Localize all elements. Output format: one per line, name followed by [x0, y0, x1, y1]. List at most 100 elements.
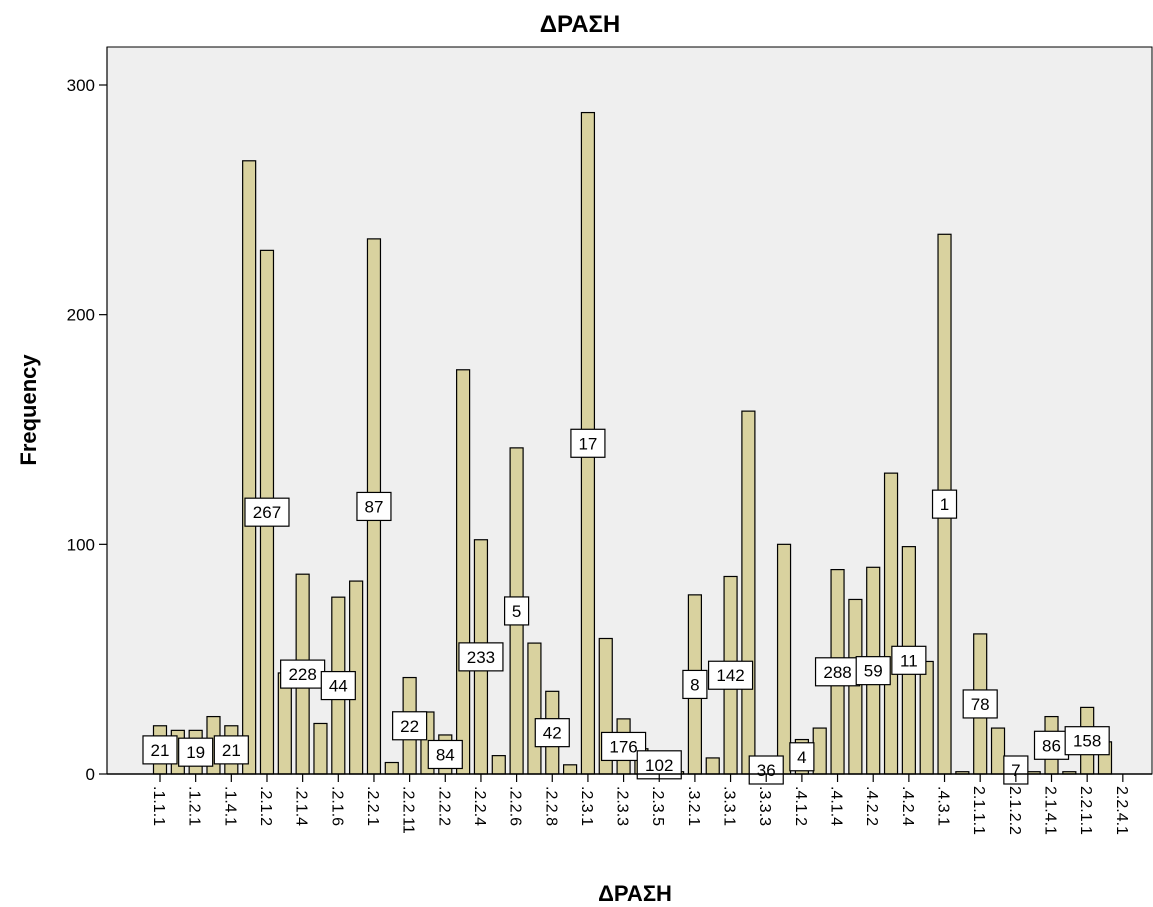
x-tick-label: 2.1.4.1: [1042, 786, 1059, 835]
data-label-box: [178, 737, 214, 767]
data-label: 1: [931, 489, 958, 519]
x-tick-label: .2.2.4: [471, 786, 488, 826]
data-label-box: [814, 657, 861, 687]
x-tick-label: .2.3.3: [614, 786, 631, 826]
data-label-box: [356, 491, 392, 522]
x-tick-label: .4.2.4: [899, 786, 916, 826]
bar: [562, 764, 578, 775]
bar: [776, 543, 792, 775]
data-label-text: 228: [288, 665, 316, 684]
data-label-box: [707, 660, 754, 690]
x-tick-label: .2.2.11: [400, 786, 417, 834]
data-label-text: 86: [1042, 736, 1061, 755]
bar: [990, 727, 1006, 775]
data-label-text: 158: [1073, 732, 1101, 751]
data-label-box: [931, 489, 958, 519]
data-label: 8: [682, 669, 708, 700]
data-label-text: 8: [690, 675, 699, 694]
data-label-box: [962, 689, 998, 719]
x-tick-label: 2.2.4.1: [1113, 786, 1130, 835]
data-label-box: [392, 711, 428, 741]
data-label-box: [891, 645, 927, 675]
x-tick-label: .2.1.6: [328, 786, 345, 826]
data-label-text: 11: [900, 651, 918, 670]
data-label-box: [855, 656, 891, 686]
data-label: 288: [814, 657, 861, 687]
data-label-text: 233: [467, 648, 495, 667]
data-label-text: 176: [609, 737, 637, 756]
data-label-box: [682, 669, 708, 700]
bar: [741, 410, 756, 775]
x-tick-label: 2.1.2.2: [1006, 786, 1023, 835]
data-label-text: 42: [543, 724, 562, 743]
x-axis: .1.1.1 .1.2.1 .1.4.1 .2.1.2 .2.1.4 .2.1.6 .2.2…: [107, 773, 1152, 835]
x-tick-label: .2.1.2: [257, 786, 274, 826]
data-label: 158: [1064, 726, 1110, 756]
data-label-text: 17: [578, 434, 597, 453]
data-label: 22: [392, 711, 428, 741]
data-label-box: [244, 497, 290, 527]
bar: [491, 755, 506, 775]
bar: [313, 722, 328, 775]
data-label: 17: [570, 428, 606, 458]
data-label: 87: [356, 491, 392, 522]
data-label-box: [1064, 726, 1110, 756]
bar: [242, 160, 257, 775]
y-tick-label: 100: [67, 535, 95, 554]
bar: [705, 757, 720, 775]
x-tick-label: .2.3.1: [578, 786, 595, 826]
x-tick-label: .2.2.1: [364, 786, 381, 826]
data-label-text: 1: [940, 495, 949, 514]
data-label-text: 4: [797, 748, 806, 767]
x-tick-label: .1.2.1: [186, 786, 203, 826]
chart-title: ΔΡΑΣΗ: [540, 11, 621, 38]
data-label-text: 21: [222, 741, 241, 760]
data-label: 84: [427, 739, 463, 770]
data-label: 142: [707, 660, 754, 690]
data-label: 11: [891, 645, 927, 675]
data-label-box: [320, 670, 356, 701]
x-tick-label: .4.3.1: [935, 786, 952, 826]
data-label: 59: [855, 656, 891, 686]
x-tick-label: .2.2.2: [435, 786, 452, 826]
bar: [883, 472, 899, 775]
data-label-text: 59: [864, 662, 883, 681]
data-label: 21: [142, 735, 178, 765]
data-label-text: 87: [365, 497, 384, 516]
data-label-text: 84: [436, 745, 455, 764]
data-label-box: [789, 742, 815, 772]
y-tick-label: 200: [67, 306, 95, 325]
data-label: 86: [1033, 730, 1070, 760]
data-label-text: 142: [716, 666, 744, 685]
data-label-text: 78: [971, 695, 990, 714]
data-label-text: 102: [645, 756, 673, 775]
data-label: 21: [213, 735, 249, 765]
data-label: 44: [320, 670, 356, 701]
x-tick-label: .4.1.2: [792, 786, 809, 826]
x-tick-label: .4.1.4: [828, 786, 845, 826]
bar: [456, 369, 471, 775]
bar: [527, 642, 542, 775]
data-label: 78: [962, 689, 998, 719]
data-label-text: 267: [253, 503, 281, 522]
data-label-text: 5: [512, 602, 521, 621]
x-tick-label: .3.2.1: [685, 786, 702, 826]
data-label-box: [458, 642, 504, 672]
data-label: 4: [789, 742, 815, 772]
x-tick-label: .1.1.1: [150, 786, 167, 826]
data-label-box: [280, 659, 326, 689]
x-tick-label: .1.4.1: [221, 786, 238, 826]
bar: [812, 727, 827, 775]
data-label-text: 22: [400, 717, 419, 736]
bar: [919, 660, 934, 775]
x-axis-title: ΔΡΑΣΗ: [598, 881, 672, 906]
data-label-text: 36: [757, 761, 776, 780]
x-tick-label: .2.3.5: [649, 786, 666, 826]
data-label-text: 288: [823, 663, 851, 682]
x-tick-label: .3.3.3: [756, 786, 773, 826]
y-tick-label: 0: [86, 765, 95, 784]
x-tick-label: .2.2.8: [542, 786, 559, 826]
x-tick-label: .4.2.2: [863, 786, 880, 826]
data-label-box: [504, 596, 530, 626]
